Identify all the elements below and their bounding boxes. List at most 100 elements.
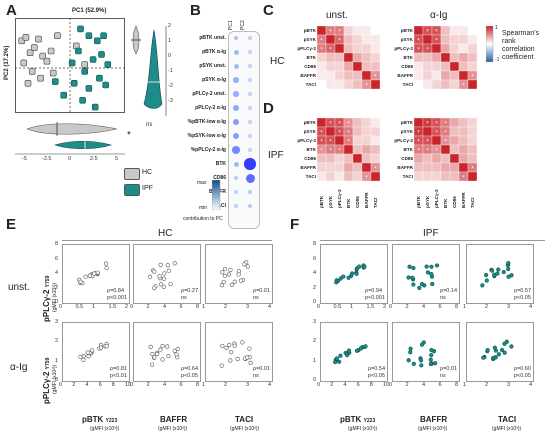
x-tick: 4: [163, 382, 167, 388]
heatmap-sig-star: *: [320, 149, 323, 155]
heatmap-cell: [325, 126, 336, 137]
hc-scatter-baffr-unst: ρ=0.27 ns: [133, 244, 201, 304]
heatmap-cell: [334, 171, 345, 182]
ipf-title-rule: [320, 240, 545, 241]
heatmap-cell: [422, 70, 433, 81]
scatter-point: [408, 346, 413, 351]
heatmap-cell: [316, 61, 327, 72]
scatter-point: [362, 264, 367, 269]
heatmap-cell: [413, 61, 424, 72]
scatter-point: [428, 357, 433, 362]
pc2-contribution-dot: [248, 50, 252, 54]
scatter-point: [335, 278, 341, 284]
scatter-point: [222, 273, 227, 278]
hc-pca-point: [35, 35, 42, 43]
correlation-stat: ρ=0.01 ns: [253, 366, 270, 379]
correlation-stat: ρ=0.57 p<0.05: [514, 288, 531, 301]
scatter-point: [357, 264, 362, 269]
colorbar-min: -1: [495, 57, 500, 63]
heatmap-cell: [334, 153, 345, 164]
scatter-point: [245, 264, 250, 269]
correlation-stat: ρ=0.54 p<0.05: [368, 366, 385, 379]
heatmap-sig-star: *: [338, 131, 341, 137]
heatmap-cell: [467, 126, 478, 137]
scatter-point: [502, 350, 507, 355]
hc-pca-point: [26, 49, 34, 57]
scatter-point: [83, 274, 88, 279]
x-units-hc-baffr: (gMFI (x10³)): [158, 426, 188, 432]
scatter-point: [232, 343, 237, 348]
scatter-point: [489, 268, 495, 273]
p-value: ns: [252, 372, 259, 379]
heatmap-cell: [352, 118, 363, 128]
scatter-point: [148, 344, 153, 350]
heatmap-cell: [352, 34, 363, 45]
scatter-point: [92, 271, 97, 276]
ipf-pca-point: [51, 78, 59, 85]
heatmap-row-hc: HC: [270, 56, 285, 67]
ipf-pca-point: [94, 37, 101, 45]
heatmap-sig-star: *: [444, 140, 447, 146]
heatmap-row-label: CD86: [401, 156, 413, 161]
scatter-point: [224, 345, 229, 351]
scatter-point: [220, 343, 225, 349]
heatmap-sig-star: *: [347, 140, 350, 146]
scatter-point: [85, 350, 90, 355]
heatmap-cell: [440, 70, 451, 81]
x-tick: 0: [130, 382, 134, 388]
heatmap-cell: [422, 79, 433, 90]
pc2-contribution-dot: [248, 78, 252, 82]
heatmap-cell: [334, 70, 345, 81]
ipf-pca-point: [85, 32, 93, 39]
heatmap-cell: [325, 52, 336, 63]
scatter-point: [149, 362, 155, 367]
correlation-stat: ρ=0.60 p<0.05: [514, 366, 531, 379]
heatmap-col-label: pPLCγ-2: [337, 189, 342, 208]
heatmap-ipf-aig: * * * * * * * * * * * * * *: [413, 118, 478, 182]
x-units-hc-taci: (gMFI (x10³)): [230, 426, 260, 432]
y-tick: 0: [55, 299, 59, 305]
scatter-point: [506, 266, 511, 272]
ipf-section-title: IPF: [423, 228, 439, 239]
x-tick: 1.5: [366, 304, 375, 310]
heatmap-cell: [449, 43, 460, 54]
heatmap-cell: [449, 162, 460, 173]
heatmap-cell: [431, 79, 442, 90]
heatmap-row-label: pBTK: [303, 120, 316, 125]
y-tick: 3: [55, 319, 59, 325]
scatter-point: [222, 266, 228, 272]
heatmap-sig-star: *: [329, 140, 332, 146]
heatmap-cell: [440, 144, 451, 155]
heatmap-cell: [352, 43, 363, 54]
p-value: p<0.05: [513, 294, 531, 301]
scatter-point: [87, 273, 92, 278]
heatmap-cell: [458, 70, 469, 81]
contribution-scale-bar: [212, 180, 221, 210]
heatmap-cell: [449, 26, 460, 36]
heatmap-cell: [343, 43, 354, 54]
scatter-point: [162, 271, 167, 276]
scatter-point: [346, 275, 351, 280]
heatmap-cell: [343, 34, 354, 45]
heatmap-sig-star: *: [365, 84, 368, 90]
heatmap-cell: [440, 34, 451, 45]
heatmap-cell: [440, 162, 451, 173]
heatmap-col-label: pSYK: [425, 195, 430, 208]
ipf-scatter-pbtk-aig: ρ=0.54 p<0.05: [320, 322, 388, 382]
scatter-point: [509, 273, 514, 278]
x-tick: 2: [383, 304, 387, 310]
x-tick: 2: [224, 304, 228, 310]
pc-row-label: pBTK α-Ig: [202, 49, 226, 55]
pc-row-label: %pBTK-low α-Ig: [187, 119, 226, 125]
x-label-ipf-taci: TACI: [498, 415, 517, 424]
heatmap-sig-star: *: [374, 167, 377, 173]
x-tick: 2: [125, 304, 129, 310]
scatter-point: [406, 358, 411, 363]
scale-min: min: [199, 205, 208, 211]
pc1-contribution-dot: [234, 176, 238, 180]
hc-pca-point: [22, 34, 30, 41]
heatmap-cell: [316, 153, 327, 164]
pc2-tick: 0: [168, 53, 172, 59]
heatmap-cell: [325, 70, 336, 81]
heatmap-cell: [440, 153, 451, 164]
